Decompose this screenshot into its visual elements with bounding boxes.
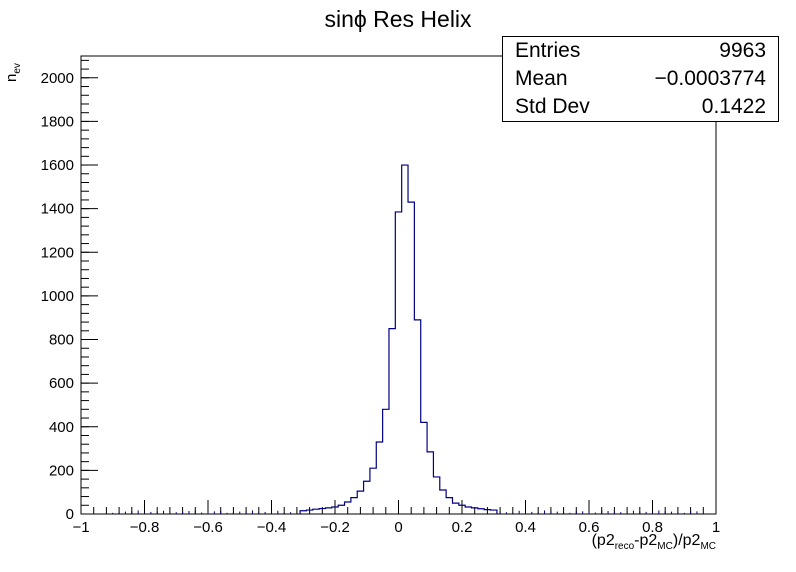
histogram-bin — [313, 509, 319, 514]
y-tick-label: 1200 — [41, 244, 74, 261]
y-tick-label: 1800 — [41, 113, 74, 130]
stat-stddev-label: Std Dev — [515, 95, 590, 118]
stat-stddev-value: 0.1422 — [701, 95, 766, 118]
y-tick-label: 600 — [49, 375, 74, 392]
histogram-bin — [376, 442, 382, 514]
x-tick-label: 0.4 — [515, 519, 536, 536]
histogram-bin — [440, 490, 446, 514]
x-tick-label: −0.6 — [193, 519, 223, 536]
y-axis-label: nev — [3, 63, 23, 82]
histogram-outline — [299, 164, 498, 514]
histogram-bin — [325, 508, 331, 514]
histogram-bin — [402, 165, 408, 514]
histogram-bin — [478, 509, 484, 514]
stat-stddev: Std Dev 0.1422 — [515, 95, 766, 123]
x-tick-label: 1 — [712, 519, 720, 536]
y-tick-label: 800 — [49, 332, 74, 349]
stat-entries: Entries 9963 — [515, 39, 766, 67]
histogram-bin — [465, 507, 471, 514]
histogram-bin — [414, 320, 420, 514]
y-tick-label: 0 — [66, 506, 74, 523]
x-tick-label: 0 — [394, 519, 402, 536]
y-tick-label: 1000 — [41, 288, 74, 305]
stat-mean-value: −0.0003774 — [654, 67, 766, 90]
y-tick-label: 1600 — [41, 157, 74, 174]
y-tick-label: 2000 — [41, 70, 74, 87]
histogram-bin — [408, 202, 414, 514]
x-tick-label: −0.2 — [320, 519, 350, 536]
chart-title: sinϕ Res Helix — [324, 6, 472, 32]
plot-frame — [80, 55, 717, 515]
y-tick-label: 400 — [49, 419, 74, 436]
stat-mean-label: Mean — [515, 67, 568, 90]
x-axis-label: (p2reco-p2MC)/p2MC — [591, 532, 716, 552]
stats-box: Entries 9963 Mean −0.0003774 Std Dev 0.1… — [502, 36, 779, 122]
histogram-bin — [383, 409, 389, 514]
histogram-bin — [421, 422, 427, 514]
x-tick-label: −1 — [72, 519, 89, 536]
stat-entries-label: Entries — [515, 39, 581, 62]
x-tick-label: 0.6 — [579, 519, 600, 536]
histogram-bin — [364, 481, 370, 514]
x-tick-label: 0.2 — [452, 519, 473, 536]
stat-mean: Mean −0.0003774 — [515, 67, 766, 95]
histogram-bin — [338, 505, 344, 514]
histogram-bin — [395, 212, 401, 514]
histogram-bin — [452, 503, 458, 514]
x-tick-label: −0.4 — [257, 519, 287, 536]
x-tick-label: −0.8 — [130, 519, 160, 536]
histogram-bin — [351, 498, 357, 514]
histogram-bin — [389, 329, 395, 514]
stat-entries-value: 9963 — [719, 39, 766, 62]
x-tick-label: 0.8 — [642, 519, 663, 536]
histogram-bin — [427, 452, 433, 514]
y-tick-label: 200 — [49, 462, 74, 479]
y-tick-label: 1400 — [41, 201, 74, 218]
